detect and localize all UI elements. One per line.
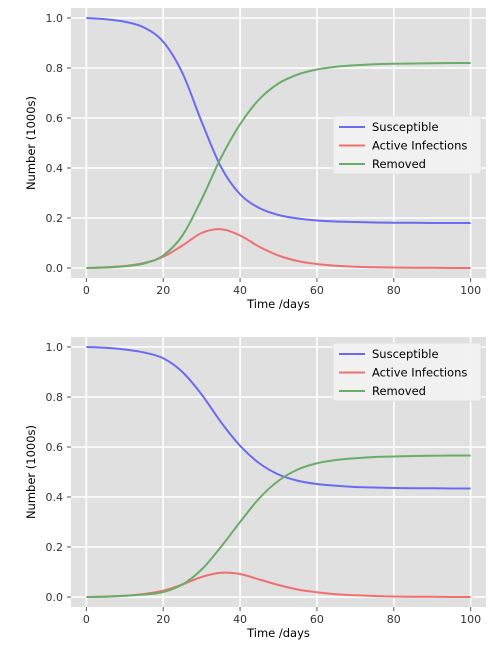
legend-label: Susceptible: [372, 120, 439, 134]
legend-label: Removed: [372, 157, 426, 171]
series-line-susceptible: [86, 17, 471, 225]
x-tick-label: 20: [156, 613, 170, 626]
legend-label: Active Infections: [372, 139, 467, 153]
y-tick-label: 0.4: [46, 162, 64, 175]
series-line-removed: [86, 61, 471, 269]
x-tick-label: 40: [233, 613, 247, 626]
series-line-removed: [86, 454, 471, 598]
y-tick-label: 0.8: [46, 62, 64, 75]
chart-panel-2: 0 20 40 60 80 100 0.0 0.2 0.4 0.6 0.8 1.0 Time /days…: [24, 337, 486, 640]
x-tick-label: 60: [310, 613, 324, 626]
y-tick-label: 0.6: [46, 441, 64, 454]
y-tick-label: 0.0: [46, 262, 64, 275]
legend-label: Removed: [372, 384, 426, 398]
legend: Susceptible Active Infections Removed: [332, 115, 482, 175]
x-tick-label: 0: [83, 613, 90, 626]
y-axis-label: Number (1000s): [24, 425, 38, 519]
y-axis-label: Number (1000s): [24, 96, 38, 190]
y-tick-label: 0.2: [46, 541, 64, 554]
legend-label: Active Infections: [372, 366, 467, 380]
y-tick-label: 0.8: [46, 391, 64, 404]
y-tick-label: 0.2: [46, 212, 64, 225]
y-tick-label: 1.0: [46, 341, 64, 354]
series-line-susceptible: [86, 346, 471, 490]
y-tick-label: 0.0: [46, 591, 64, 604]
y-tick-label: 0.6: [46, 112, 64, 125]
y-tick-label: 1.0: [46, 12, 64, 25]
chart-panel-1: 0 20 40 60 80 100 0.0 0.2 0.4 0.6 0.8 1.0 Time /days…: [24, 8, 486, 311]
legend: Susceptible Active Infections Removed: [332, 342, 482, 402]
x-tick-label: 80: [387, 284, 401, 297]
x-axis-label: Time /days: [246, 626, 310, 640]
x-tick-label: 40: [233, 284, 247, 297]
x-tick-label: 60: [310, 284, 324, 297]
legend-box: [332, 342, 482, 402]
x-tick-label: 100: [460, 613, 481, 626]
y-tick-label: 0.4: [46, 491, 64, 504]
x-tick-label: 80: [387, 613, 401, 626]
legend-box: [332, 115, 482, 175]
legend-label: Susceptible: [372, 347, 439, 361]
x-tick-label: 0: [83, 284, 90, 297]
x-tick-label: 20: [156, 284, 170, 297]
x-axis-label: Time /days: [246, 297, 310, 311]
x-tick-label: 100: [460, 284, 481, 297]
